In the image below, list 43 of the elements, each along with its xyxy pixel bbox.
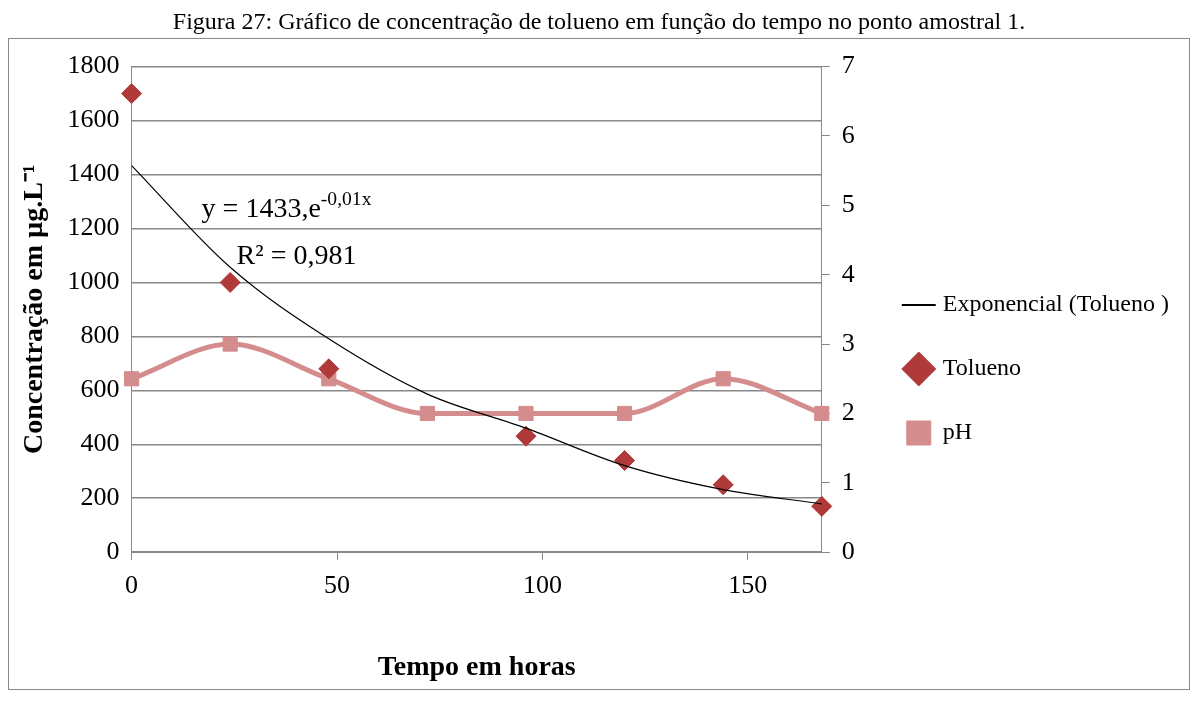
annotation: R² = 0,981 [236,238,357,270]
y-tick-label: 400 [80,428,120,458]
point [222,336,238,352]
y2-tick-label: 3 [841,327,855,357]
point [121,83,143,105]
y-tick-label: 1000 [67,266,120,296]
y-tick-label: 1800 [67,50,120,80]
point [712,474,734,496]
point [318,358,340,380]
legend-label: pH [942,418,973,445]
y2-tick-label: 5 [841,189,855,219]
y-tick-label: 1200 [67,212,120,242]
point [219,271,241,293]
point [419,405,435,422]
y2-tick-label: 6 [841,119,855,149]
point [617,405,633,422]
point [515,425,537,447]
point [518,405,534,422]
legend-label: Exponencial (Tolueno ) [942,290,1170,317]
point [124,371,140,387]
point [715,371,731,387]
point [814,405,830,422]
y-axis-title: Concentração em µg.L⁻¹ [17,164,49,455]
y-tick-label: 800 [80,320,120,350]
point [614,449,636,471]
legend-label: Tolueno [942,354,1022,381]
y-tick-label: 200 [80,482,120,512]
x-tick-label: 0 [125,569,139,599]
x-tick-label: 100 [522,569,562,599]
x-tick-label: 150 [728,569,768,599]
point [811,495,833,517]
y-tick-label: 1400 [67,158,120,188]
y-tick-label: 0 [106,536,120,566]
y-tick-label: 1600 [67,104,120,134]
y2-tick-label: 1 [841,466,855,496]
x-tick-label: 50 [324,569,350,599]
chart-title: Figura 27: Gráfico de concentração de tolueno em função do tempo no ponto amostral 1. [171,8,1027,36]
y2-tick-label: 2 [841,397,855,427]
x-axis-title: Tempo em horas [377,650,576,682]
y2-tick-label: 0 [841,536,855,566]
y2-tick-label: 4 [841,258,855,288]
y-tick-label: 600 [80,374,120,404]
y2-tick-label: 7 [841,50,855,80]
